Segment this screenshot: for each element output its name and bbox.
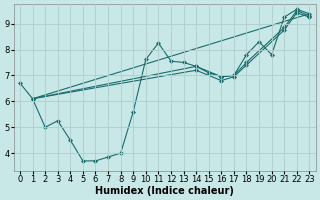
X-axis label: Humidex (Indice chaleur): Humidex (Indice chaleur) [95,186,234,196]
